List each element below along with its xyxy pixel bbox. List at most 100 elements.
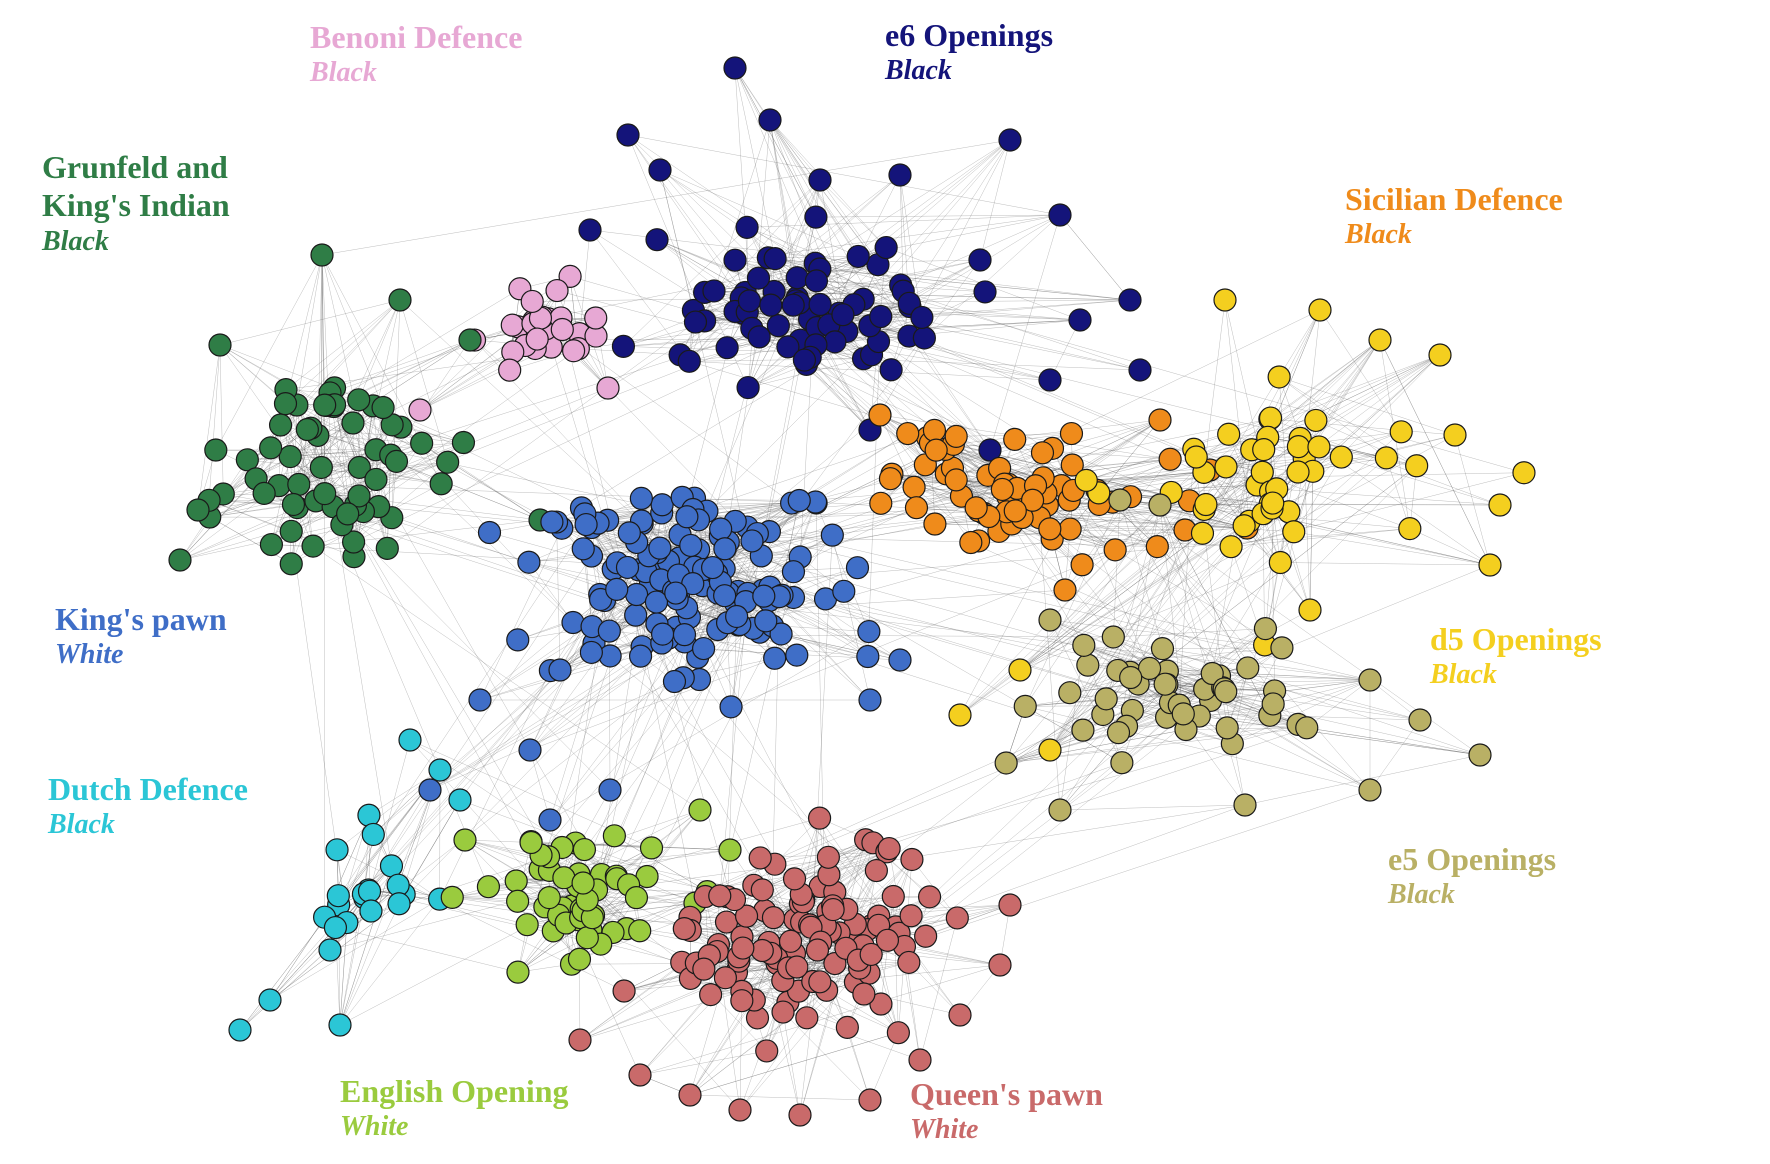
node-kingspawn: [889, 649, 911, 671]
node-e5: [1095, 688, 1117, 710]
cluster-sublabel: Black: [885, 54, 1053, 88]
node-d5: [1260, 407, 1282, 429]
node-grunfeld: [296, 419, 318, 441]
node-sicilian: [1004, 500, 1026, 522]
node-e5: [1108, 722, 1130, 744]
node-queenspawn: [709, 885, 731, 907]
node-queenspawn: [878, 838, 900, 860]
node-kingspawn: [549, 659, 571, 681]
node-e6: [1069, 309, 1091, 331]
node-grunfeld: [274, 393, 296, 415]
node-kingspawn: [755, 610, 777, 632]
node-d5: [1191, 522, 1213, 544]
node-grunfeld: [311, 244, 333, 266]
node-e5: [1151, 638, 1173, 660]
node-e5: [1154, 673, 1176, 695]
node-kingspawn: [726, 605, 748, 627]
node-d5: [1309, 299, 1331, 321]
node-english: [441, 886, 463, 908]
node-english: [689, 799, 711, 821]
node-sicilian: [1054, 579, 1076, 601]
node-kingspawn: [419, 779, 441, 801]
node-e6: [809, 293, 831, 315]
node-kingspawn: [599, 779, 621, 801]
cluster-label-grunfeld: Grunfeld andKing's IndianBlack: [42, 148, 230, 258]
node-grunfeld: [302, 535, 324, 557]
node-d5: [1390, 421, 1412, 443]
node-queenspawn: [751, 879, 773, 901]
node-grunfeld: [430, 473, 452, 495]
node-kingspawn: [539, 809, 561, 831]
node-grunfeld: [459, 329, 481, 351]
node-sicilian: [897, 423, 919, 445]
node-english: [641, 837, 663, 859]
node-queenspawn: [901, 848, 923, 870]
node-e6: [716, 337, 738, 359]
node-e6: [703, 280, 725, 302]
node-d5: [1375, 447, 1397, 469]
node-queenspawn: [809, 971, 831, 993]
node-e6: [999, 129, 1021, 151]
node-e5: [1102, 626, 1124, 648]
node-kingspawn: [663, 671, 685, 693]
node-d5: [1039, 739, 1061, 761]
node-kingspawn: [710, 518, 732, 540]
node-queenspawn: [900, 905, 922, 927]
node-sicilian: [945, 425, 967, 447]
node-e5: [1262, 693, 1284, 715]
cluster-title: Benoni Defence: [310, 18, 522, 56]
node-english: [505, 870, 527, 892]
node-sicilian: [965, 497, 987, 519]
node-sicilian: [1159, 448, 1181, 470]
node-e6: [974, 281, 996, 303]
node-queenspawn: [836, 1016, 858, 1038]
node-kingspawn: [630, 645, 652, 667]
node-e6: [738, 290, 760, 312]
node-kingspawn: [575, 514, 597, 536]
node-e6: [724, 57, 746, 79]
node-kingspawn: [469, 689, 491, 711]
node-benoni: [551, 319, 573, 341]
node-queenspawn: [786, 956, 808, 978]
node-e6: [1049, 204, 1071, 226]
node-e5: [1296, 717, 1318, 739]
node-sicilian: [1004, 428, 1026, 450]
node-e6: [649, 159, 671, 181]
node-d5: [1185, 446, 1207, 468]
node-kingspawn: [518, 551, 540, 573]
node-benoni: [409, 399, 431, 421]
node-grunfeld: [452, 432, 474, 454]
node-english: [538, 887, 560, 909]
node-grunfeld: [314, 394, 336, 416]
node-e6: [1129, 359, 1151, 381]
node-d5: [1369, 329, 1391, 351]
node-dutch: [449, 789, 471, 811]
node-e5: [1072, 719, 1094, 741]
node-english: [516, 914, 538, 936]
node-e5: [1237, 657, 1259, 679]
node-kingspawn: [599, 645, 621, 667]
node-e6: [880, 359, 902, 381]
node-queenspawn: [949, 1004, 971, 1026]
node-e6: [870, 306, 892, 328]
node-benoni: [585, 307, 607, 329]
node-queenspawn: [751, 940, 773, 962]
node-e6: [736, 216, 758, 238]
node-queenspawn: [853, 983, 875, 1005]
node-queenspawn: [673, 918, 695, 940]
node-grunfeld: [253, 482, 275, 504]
node-e6: [824, 331, 846, 353]
node-sicilian: [869, 404, 891, 426]
node-queenspawn: [817, 846, 839, 868]
node-e5: [1234, 794, 1256, 816]
node-kingspawn: [626, 584, 648, 606]
node-e6: [724, 249, 746, 271]
node-english: [719, 839, 741, 861]
node-kingspawn: [741, 530, 763, 552]
node-d5: [1429, 344, 1451, 366]
node-english: [454, 829, 476, 851]
cluster-title: e6 Openings: [885, 16, 1053, 54]
node-queenspawn: [806, 939, 828, 961]
node-dutch: [388, 893, 410, 915]
node-queenspawn: [679, 1084, 701, 1106]
